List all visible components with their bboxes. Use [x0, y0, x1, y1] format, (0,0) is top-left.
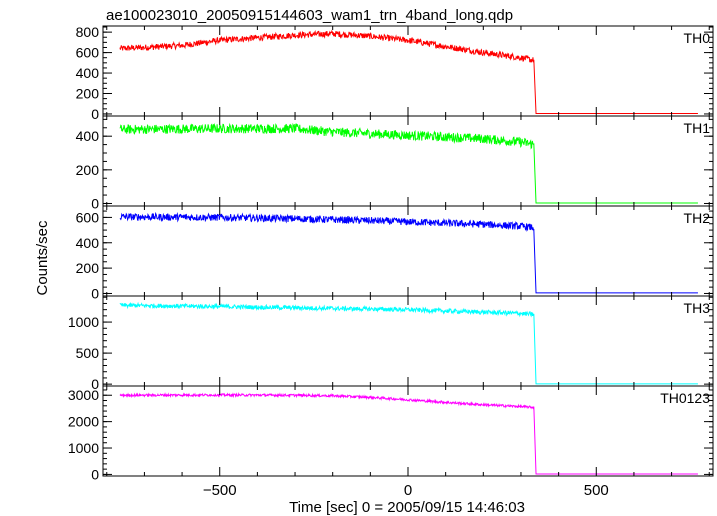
y-tick-label: 400 [76, 235, 100, 251]
y-tick-label: 600 [76, 209, 100, 225]
y-tick-label: 0 [91, 195, 99, 211]
x-tick-label: 0 [404, 482, 412, 499]
y-tick-label: 400 [76, 128, 100, 144]
panel-label-th1: TH1 [684, 120, 711, 136]
panel-label-th2: TH2 [684, 210, 711, 226]
y-tick-label: 800 [76, 24, 100, 40]
y-tick-label: 0 [91, 285, 99, 301]
panel-th2: 0 200 400 600 TH2 [76, 205, 714, 301]
panel-frame [102, 295, 714, 387]
panel-th0123: 0 1000 2000 3000 TH0123 [68, 385, 714, 482]
y-tick-label: 0 [91, 376, 99, 392]
chart-title: ae100023010_20050915144603_wam1_trn_4ban… [106, 7, 513, 24]
y-tick-label: 3000 [68, 387, 99, 403]
series-line-th2 [119, 211, 698, 294]
panel-th3: 0 500 1000 TH3 [68, 295, 714, 392]
series-line-th0 [119, 29, 698, 114]
y-tick-label: 600 [76, 45, 100, 61]
panel-th0: 0 200 400 600 800 TH0 [76, 24, 714, 122]
y-axis-label: Counts/sec [34, 220, 51, 296]
y-tick-label: 1000 [68, 440, 99, 456]
y-tick-label: 200 [76, 162, 100, 178]
panel-th1: 0 200 400 TH1 [76, 115, 714, 211]
panel-label-th0: TH0 [684, 30, 711, 46]
y-tick-label: 1000 [68, 314, 99, 330]
panel-label-th0123: TH0123 [660, 390, 710, 406]
panel-frame [102, 25, 714, 117]
x-tick-label: −500 [203, 482, 237, 499]
y-tick-label: 2000 [68, 414, 99, 430]
y-tick-label: 200 [76, 86, 100, 102]
series-line-th0123 [119, 391, 698, 475]
y-tick-label: 0 [91, 106, 99, 122]
panel-frame [102, 385, 714, 477]
x-tick-label: 500 [584, 482, 609, 499]
series-line-th3 [119, 301, 698, 385]
y-tick-label: 400 [76, 65, 100, 81]
y-tick-label: 200 [76, 260, 100, 276]
y-tick-label: 0 [91, 466, 99, 482]
x-axis-label: Time [sec] 0 = 2005/09/15 14:46:03 [289, 499, 525, 516]
series-line-th1 [119, 122, 698, 204]
y-tick-label: 500 [76, 345, 100, 361]
panel-label-th3: TH3 [684, 300, 711, 316]
